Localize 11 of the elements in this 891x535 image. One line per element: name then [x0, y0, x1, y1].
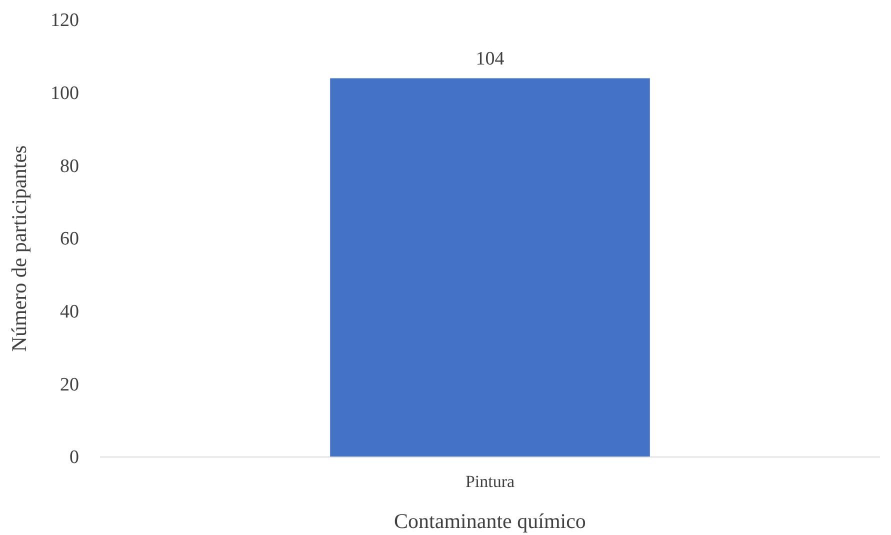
data-label: 104 [476, 48, 505, 70]
y-tick-label: 20 [60, 374, 79, 396]
y-tick-label: 80 [60, 156, 79, 177]
y-tick-label: 100 [50, 82, 79, 104]
y-tick-label: 60 [60, 228, 79, 250]
y-axis-title: Número de participantes [7, 145, 31, 352]
x-tick-label: Pintura [465, 472, 516, 492]
y-tick-label: 0 [70, 447, 79, 468]
y-tick-label: 120 [50, 10, 79, 32]
y-tick-label: 40 [60, 301, 79, 322]
x-axis-title: Contaminante químico [394, 509, 586, 533]
